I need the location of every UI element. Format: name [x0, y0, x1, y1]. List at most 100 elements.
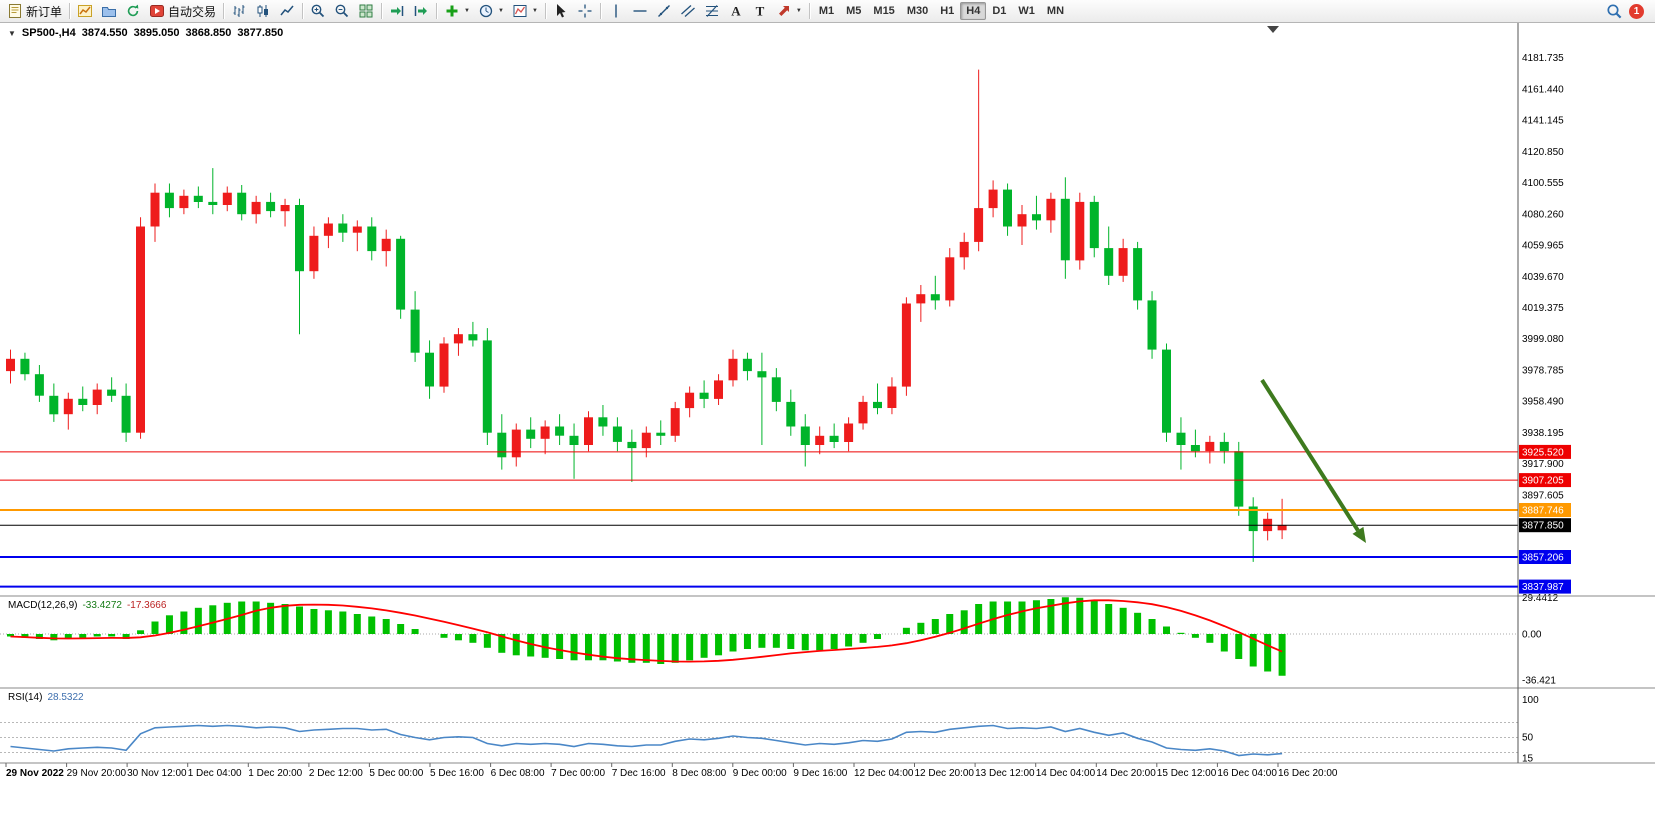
- chart-symbol-title: SP500-,H4: [21, 27, 76, 39]
- timeframe-d1-button[interactable]: D1: [986, 2, 1012, 20]
- clock-icon: [478, 3, 494, 19]
- refresh-icon: [125, 3, 141, 19]
- chart-shift-marker-icon[interactable]: [1267, 26, 1279, 33]
- timeframe-m30-button[interactable]: M30: [901, 2, 934, 20]
- candle-body: [742, 358, 752, 372]
- auto-scroll-button[interactable]: [385, 1, 409, 21]
- zoom-in-button[interactable]: [306, 1, 330, 21]
- chart-shift-button[interactable]: [409, 1, 433, 21]
- candle-body: [757, 371, 767, 378]
- timeframe-h1-button[interactable]: H1: [934, 2, 960, 20]
- fibonacci-button[interactable]: [700, 1, 724, 21]
- arrows-button[interactable]: ▼: [772, 1, 806, 21]
- line-chart-button[interactable]: [275, 1, 299, 21]
- time-axis-label: 9 Dec 00:00: [733, 768, 787, 779]
- timeframe-mn-label: MN: [1046, 5, 1065, 17]
- timeframe-w1-button[interactable]: W1: [1012, 2, 1041, 20]
- zoom-out-button[interactable]: [330, 1, 354, 21]
- timeframe-m5-button[interactable]: M5: [840, 2, 867, 20]
- text-label-button[interactable]: T: [748, 1, 772, 21]
- new-order-button-label: 新订单: [26, 4, 63, 19]
- candle-body: [1104, 248, 1114, 276]
- search-button[interactable]: [1602, 1, 1627, 21]
- collapse-chart-arrow-icon[interactable]: ▼: [8, 28, 16, 38]
- template-icon: [512, 3, 528, 19]
- time-axis-label: 5 Dec 16:00: [430, 768, 484, 779]
- equidistant-channel-button[interactable]: [676, 1, 700, 21]
- timeframe-m1-label: M1: [818, 5, 835, 17]
- indicators-button[interactable]: ▼: [440, 1, 474, 21]
- candle-body: [858, 401, 868, 424]
- macd-signal-line: [10, 599, 1283, 663]
- periods-button[interactable]: ▼: [474, 1, 508, 21]
- trendline-button[interactable]: [652, 1, 676, 21]
- rsi-plot-area[interactable]: [0, 688, 1518, 763]
- time-axis-label: 29 Nov 20:00: [67, 768, 127, 779]
- main-plot-area[interactable]: [0, 23, 1518, 596]
- cursor-button[interactable]: [549, 1, 573, 21]
- price-badge-label: 3907.205: [1522, 476, 1564, 487]
- templates-button[interactable]: ▼: [508, 1, 542, 21]
- vertical-line-button[interactable]: [604, 1, 628, 21]
- dropdown-caret-icon: ▼: [531, 8, 538, 14]
- auto-trading-button-label: 自动交易: [168, 4, 217, 19]
- price-axis-area[interactable]: [1518, 23, 1655, 763]
- candle-body: [352, 226, 362, 233]
- candle-body: [800, 426, 810, 445]
- candle-body: [1147, 300, 1157, 350]
- trend-arrow-head-icon[interactable]: [1352, 526, 1367, 543]
- candle-body: [1176, 432, 1186, 445]
- time-axis-label: 14 Dec 20:00: [1096, 768, 1156, 779]
- candle-body: [988, 189, 998, 209]
- candlestick-chart-button[interactable]: [251, 1, 275, 21]
- candle-body: [627, 441, 637, 449]
- price-badge-label: 3887.746: [1522, 506, 1564, 517]
- price-badge-label: 3837.987: [1522, 582, 1564, 593]
- new-chart-button[interactable]: [73, 1, 97, 21]
- crosshair-button[interactable]: [573, 1, 597, 21]
- auto-scroll-icon: [389, 3, 405, 19]
- candle-body: [1205, 441, 1215, 452]
- toolbar-separator: [599, 3, 601, 19]
- candle-body: [844, 423, 854, 442]
- time-axis-area[interactable]: [0, 763, 1655, 825]
- new-order-button[interactable]: 新订单: [3, 1, 66, 21]
- notification-badge[interactable]: 1: [1629, 3, 1644, 19]
- time-axis-label: 30 Nov 12:00: [127, 768, 187, 779]
- timeframe-h4-button[interactable]: H4: [960, 2, 987, 20]
- profiles-button[interactable]: [97, 1, 121, 21]
- time-axis[interactable]: 29 Nov 2022 29 Nov 20:00 30 Nov 12:00 1 Dec…: [5, 763, 1338, 779]
- rsi-indicator-label: RSI(14) 28.5322: [8, 692, 84, 703]
- auto-trading-button[interactable]: 自动交易: [145, 1, 220, 21]
- timeframe-m1-button[interactable]: M1: [813, 2, 840, 20]
- trend-arrow-line[interactable]: [1260, 378, 1360, 532]
- price-axis[interactable]: 4181.735 4161.440 4141.145 4120.850 4100.555…: [1522, 53, 1564, 501]
- candle-body: [959, 241, 969, 258]
- ohlc-open-value: 3874.550: [81, 27, 128, 39]
- bar-chart-button[interactable]: [227, 1, 251, 21]
- timeframe-mn-button[interactable]: MN: [1041, 2, 1070, 20]
- candlestick-icon: [255, 3, 271, 19]
- candle-body: [309, 235, 319, 272]
- time-axis-label: 2 Dec 12:00: [309, 768, 363, 779]
- candle-body: [34, 374, 44, 396]
- timeframe-m15-button[interactable]: M15: [867, 2, 900, 20]
- price-badge-label: 3877.850: [1522, 521, 1564, 532]
- refresh-button[interactable]: [121, 1, 145, 21]
- macd-scale-label: -36.421: [1522, 676, 1556, 687]
- text-button[interactable]: A: [724, 1, 748, 21]
- profiles-icon: [101, 3, 117, 19]
- candle-body: [699, 392, 709, 399]
- candle-body: [901, 303, 911, 387]
- price-axis-label: 4181.735: [1522, 53, 1564, 64]
- horizontal-line-button[interactable]: [628, 1, 652, 21]
- candle-body: [1032, 214, 1041, 221]
- price-badge-label: 3925.520: [1522, 447, 1564, 458]
- candle-body: [873, 401, 882, 409]
- rsi-scale-label: 15: [1522, 754, 1534, 765]
- candle-body: [453, 334, 463, 344]
- tile-windows-button[interactable]: [354, 1, 378, 21]
- chart-shift-icon: [413, 3, 429, 19]
- bar-chart-icon: [231, 3, 247, 19]
